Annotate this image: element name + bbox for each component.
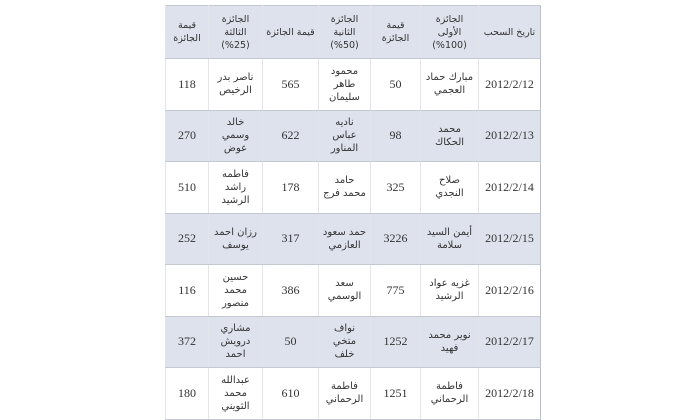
name-cell: حسين محمد منصور (208, 264, 263, 317)
table-row: 2012/2/12 مبارك حماد العجمي 50 محمود طاهر س… (165, 58, 541, 111)
name-cell: مشاري درويش احمد (208, 315, 263, 368)
header-cell: الجائزة الثانية (50%) (318, 5, 371, 59)
value-cell: 372 (165, 315, 209, 368)
table-row: 2012/2/14 صلاح النجدي 325 حامد محمد فرج 178 ف… (165, 161, 541, 214)
prize-table: تاريخ السحب الجائزة الأولى (100%) قيمة الج… (165, 5, 541, 420)
name-cell: مبارك حماد العجمي (420, 58, 479, 111)
value-cell: 116 (165, 264, 209, 317)
date-cell: 2012/2/17 (478, 315, 541, 368)
name-cell: رزان احمد يوسف (208, 212, 263, 265)
date-cell: 2012/2/13 (478, 109, 541, 162)
value-cell: 325 (370, 161, 421, 214)
header-cell: قيمة الجائزة (165, 5, 209, 59)
table-row: 2012/2/16 غزيه عواد الرشيد 775 سعد الوسمي 38… (165, 264, 541, 317)
header-cell: تاريخ السحب (478, 5, 541, 59)
value-cell: 50 (370, 58, 421, 111)
value-cell: 1252 (370, 315, 421, 368)
name-cell: سعد الوسمي (318, 264, 371, 317)
name-cell: غزيه عواد الرشيد (420, 264, 479, 317)
date-cell: 2012/2/18 (478, 367, 541, 420)
value-cell: 317 (262, 212, 319, 265)
name-cell: ناصر بدر الرخيص (208, 58, 263, 111)
name-cell: فاطمة الرحماني (420, 367, 479, 420)
table-row: 2012/2/13 محمد الحكاك 98 ناديه عباس المناور… (165, 109, 541, 162)
name-cell: عبدالله محمد الثويني (208, 367, 263, 420)
value-cell: 622 (262, 109, 319, 162)
date-cell: 2012/2/12 (478, 58, 541, 111)
value-cell: 118 (165, 58, 209, 111)
value-cell: 1251 (370, 367, 421, 420)
name-cell: أيمن السيد سلامة (420, 212, 479, 265)
date-cell: 2012/2/15 (478, 212, 541, 265)
date-cell: 2012/2/16 (478, 264, 541, 317)
header-cell: قيمة الجائزة (370, 5, 421, 59)
name-cell: صلاح النجدي (420, 161, 479, 214)
value-cell: 3226 (370, 212, 421, 265)
value-cell: 610 (262, 367, 319, 420)
header-cell: قيمة الجائزة (262, 5, 319, 59)
name-cell: محمد الحكاك (420, 109, 479, 162)
header-cell: الجائزة الأولى (100%) (420, 5, 479, 59)
date-cell: 2012/2/14 (478, 161, 541, 214)
header-cell: الجائزة الثالثة (25%) (208, 5, 263, 59)
value-cell: 510 (165, 161, 209, 214)
value-cell: 180 (165, 367, 209, 420)
header-row: تاريخ السحب الجائزة الأولى (100%) قيمة الج… (165, 5, 541, 59)
name-cell: حامد محمد فرج (318, 161, 371, 214)
name-cell: حمد سعود العازمي (318, 212, 371, 265)
value-cell: 98 (370, 109, 421, 162)
value-cell: 270 (165, 109, 209, 162)
value-cell: 50 (262, 315, 319, 368)
name-cell: نواف متخي خلف (318, 315, 371, 368)
value-cell: 252 (165, 212, 209, 265)
table-row: 2012/2/15 أيمن السيد سلامة 3226 حمد سعود ال… (165, 212, 541, 265)
table-row: 2012/2/17 نوير محمد فهيد 1252 نواف متخي خلف… (165, 315, 541, 368)
value-cell: 386 (262, 264, 319, 317)
name-cell: خالد وسمي عوض (208, 109, 263, 162)
value-cell: 565 (262, 58, 319, 111)
table-row: 2012/2/18 فاطمة الرحماني 1251 فاطمة الرحمان… (165, 367, 541, 420)
name-cell: محمود طاهر سليمان (318, 58, 371, 111)
name-cell: نوير محمد فهيد (420, 315, 479, 368)
name-cell: فاطمة الرحماني (318, 367, 371, 420)
value-cell: 775 (370, 264, 421, 317)
name-cell: فاطمه راشد الرشيد (208, 161, 263, 214)
name-cell: ناديه عباس المناور (318, 109, 371, 162)
value-cell: 178 (262, 161, 319, 214)
